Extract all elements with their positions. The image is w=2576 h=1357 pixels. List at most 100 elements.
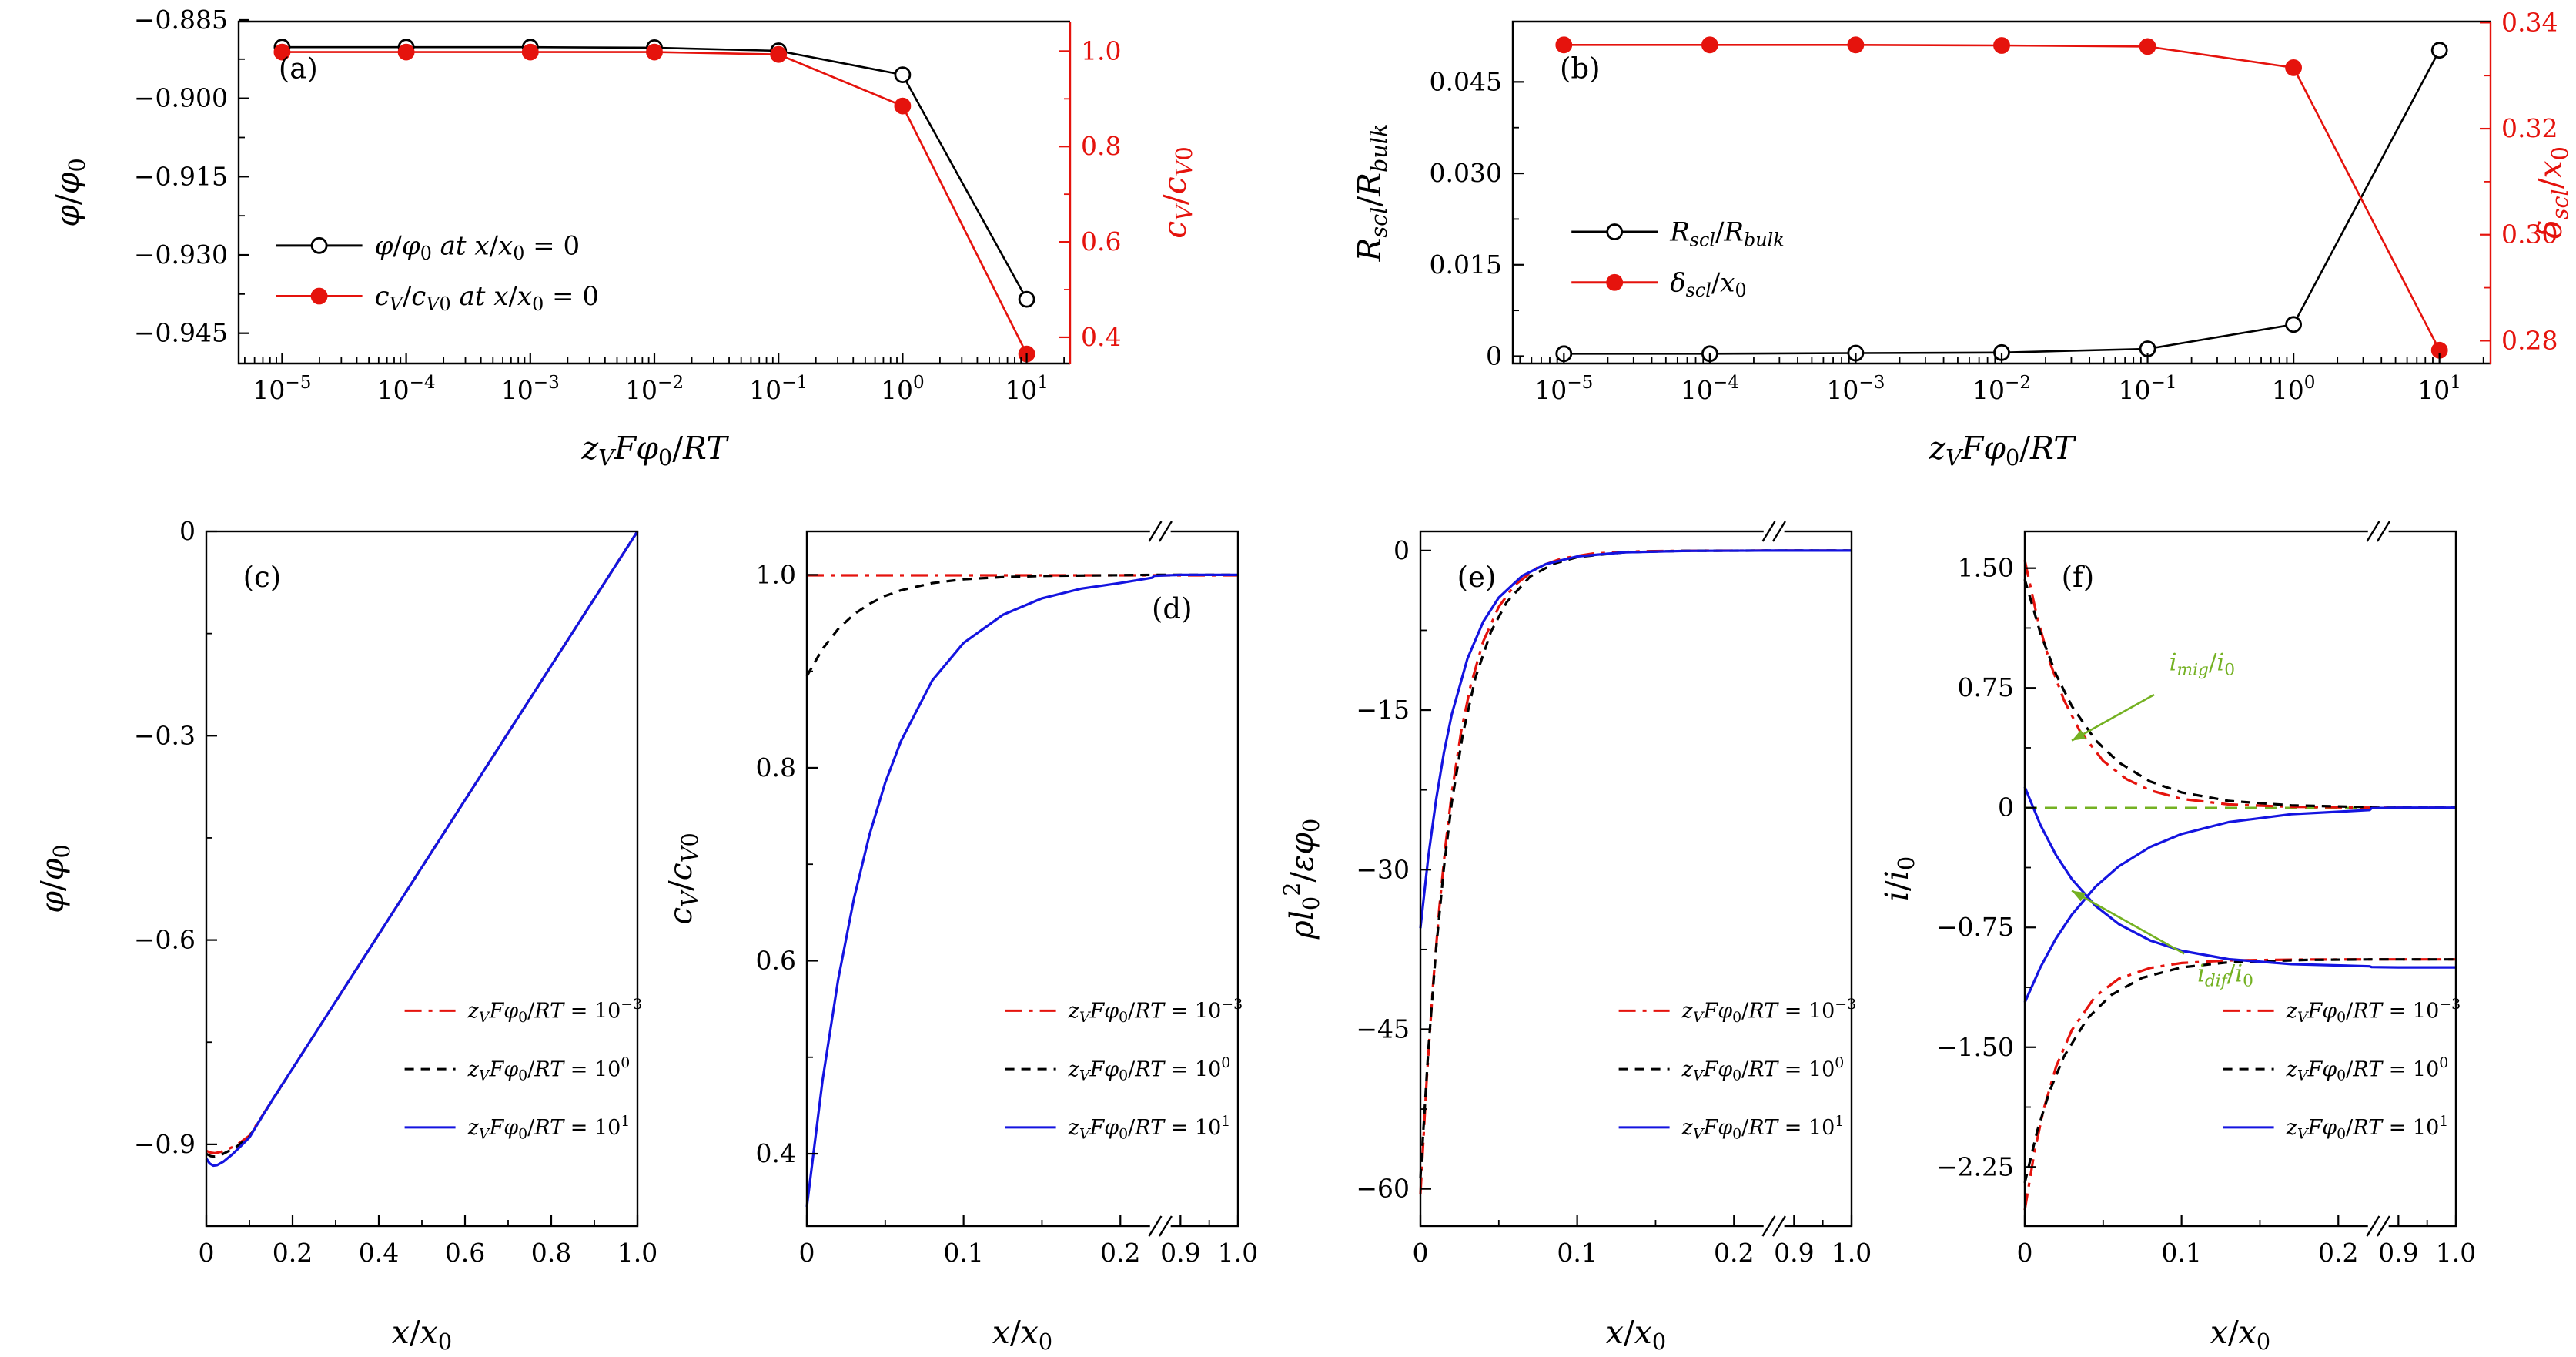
- y-tick-label: −45: [1356, 1014, 1410, 1044]
- y2-axis-label-b: δscl/x0: [2532, 146, 2573, 239]
- plot-box: [1419, 530, 1853, 1228]
- series-charge-density-1e-3: [1419, 549, 1852, 1194]
- y-tick-label: 0: [179, 516, 196, 546]
- legend-label: δscl/x0: [1670, 267, 1746, 301]
- data-marker-delta-scl-over-x0: [1847, 36, 1865, 54]
- x-tick-label: 0: [199, 1238, 215, 1268]
- legend-label: zVFφ0/RT = 100: [2286, 1054, 2449, 1084]
- plot-box: [805, 530, 1239, 1228]
- x-tick-label: 0.2: [273, 1238, 313, 1268]
- series-i-mig-1e0: [2023, 578, 2456, 809]
- legend-label: zVFφ0/RT = 10−3: [1068, 996, 1243, 1026]
- x-tick-label: 10−1: [2119, 373, 2177, 405]
- x-tick-label: 0: [2017, 1238, 2033, 1268]
- y2-tick-label: 0.8: [1081, 131, 1121, 161]
- axis-break-mark: [1761, 1215, 1776, 1237]
- legend-label: zVFφ0/RT = 10−3: [2286, 996, 2461, 1026]
- x-tick-label: 10−5: [1534, 373, 1593, 405]
- y-axis-label-e: ρl02/εφ0: [1279, 819, 1324, 940]
- y2-tick-label: 0.28: [2501, 325, 2558, 355]
- data-marker-cv-at-interface: [894, 97, 912, 115]
- x-axis-label-b: zVFφ0/RT: [1928, 430, 2076, 471]
- panel-e: 0 0.1 0.2 0.9 1.0 0 −15 −30 −45 −60 x/x0 ρl02/εφ0 (e…: [1279, 521, 1872, 1355]
- x-tick-label: 0.1: [943, 1238, 983, 1268]
- legend-sample-marker: [310, 236, 328, 254]
- i-dif-annotation-label: idif/i0: [2197, 960, 2253, 990]
- plot-box: [2023, 530, 2457, 1228]
- axis-break-mark: [1158, 521, 1173, 542]
- y-tick-label: 0.8: [756, 752, 796, 782]
- axis-break-mark: [2376, 1215, 2390, 1237]
- y-tick-label: 1.50: [1958, 553, 2014, 583]
- legend-label: zVFφ0/RT = 101: [1681, 1113, 1845, 1143]
- y-axis-label-f: i/i0: [1878, 856, 1919, 901]
- y-tick-label: −2.25: [1936, 1151, 2014, 1181]
- data-marker-delta-scl-over-x0: [1555, 36, 1573, 54]
- series-i-dif-1e-3: [2023, 958, 2456, 1211]
- panel-tag-c: (c): [243, 561, 282, 594]
- y-tick-label: −0.930: [134, 240, 228, 270]
- x-tick-label: 0.2: [1100, 1238, 1140, 1268]
- x-axis-label-f: x/x0: [2210, 1314, 2270, 1355]
- axis-break-mark: [2376, 521, 2390, 542]
- y-tick-label: −0.6: [134, 925, 196, 955]
- x-tick-label: 0.1: [2161, 1238, 2201, 1268]
- data-marker-delta-scl-over-x0: [1701, 36, 1718, 54]
- annotation-arrow: [2071, 693, 2155, 742]
- panel-tag-a: (a): [279, 52, 318, 85]
- y-tick-label: −0.3: [134, 720, 196, 750]
- y-tick-label: 1.0: [756, 559, 796, 589]
- legend-label: cV/cV0 at x/x0 = 0: [375, 281, 599, 315]
- x-tick-label: 1.0: [2436, 1238, 2476, 1268]
- y-axis-label-c: φ/φ0: [34, 844, 75, 913]
- x-axis-label-c: x/x0: [392, 1314, 452, 1355]
- legend-sample-marker: [310, 287, 328, 305]
- legend-label: zVFφ0/RT = 101: [467, 1113, 631, 1143]
- axis-break-mark: [2366, 521, 2380, 542]
- axis-break-mark: [1148, 521, 1163, 542]
- x-tick-label: 10−5: [253, 373, 311, 405]
- series-phi-at-interface: [282, 45, 1028, 300]
- axis-break-gap: [1763, 1222, 1785, 1230]
- legend-label: zVFφ0/RT = 100: [467, 1054, 631, 1084]
- panel-d: 0 0.1 0.2 0.9 1.0 0.4 0.6 0.8 1.0 x/x0 cV/cV0 (d) zV…: [662, 521, 1258, 1355]
- series-charge-density-1e0: [1419, 549, 1852, 1178]
- y-tick-label: −60: [1356, 1174, 1410, 1204]
- y-tick-label: −0.75: [1936, 912, 2014, 942]
- series-cv-profile-1e1: [805, 573, 1238, 1208]
- series-charge-density-1e1: [1419, 549, 1852, 929]
- annotation-arrow: [2071, 890, 2185, 955]
- x-tick-label: 1.0: [1832, 1238, 1872, 1268]
- x-tick-label: 0: [799, 1238, 815, 1268]
- axis-break-mark: [2366, 1215, 2380, 1237]
- y2-axis-label-a: cV/cV0: [1156, 146, 1197, 238]
- x-tick-label: 10−4: [1681, 373, 1739, 405]
- x-tick-label: 10−4: [377, 373, 436, 405]
- y-tick-label: 0.4: [756, 1138, 796, 1168]
- axis-break-mark: [1771, 1215, 1786, 1237]
- y-axis-label-b: Rscl/Rbulk: [1351, 124, 1392, 263]
- axis-break-gap: [1149, 528, 1171, 535]
- data-marker-delta-scl-over-x0: [1993, 37, 2010, 54]
- legend-sample-marker: [1606, 223, 1624, 240]
- legend-label: zVFφ0/RT = 10−3: [467, 996, 643, 1026]
- y-axis-label-d: cV/cV0: [662, 833, 703, 924]
- x-tick-label: 101: [2417, 373, 2461, 405]
- data-marker-cv-at-interface: [397, 43, 415, 61]
- x-tick-label: 0.9: [1160, 1238, 1200, 1268]
- series-i-mig-1e1: [2023, 806, 2456, 1004]
- panel-c: 0 0.2 0.4 0.6 0.8 1.0 0 −0.3 −0.6 −0.9 x/x0 φ/φ0 (c)…: [34, 516, 657, 1355]
- legend-label: Rscl/Rbulk: [1669, 217, 1784, 251]
- y2-tick-label: 0.34: [2501, 7, 2558, 37]
- data-marker-delta-scl-over-x0: [2285, 59, 2303, 76]
- series-phi-profile-1e1: [205, 531, 639, 1168]
- y-tick-label: 0.6: [756, 945, 796, 975]
- axis-break-gap: [2367, 528, 2389, 535]
- y-tick-label: 0: [1998, 792, 2014, 823]
- data-marker-cv-at-interface: [273, 43, 291, 61]
- x-axis-label-d: x/x0: [992, 1314, 1052, 1355]
- y-tick-label: 0: [1393, 535, 1410, 565]
- y-tick-label: −0.945: [134, 318, 228, 348]
- x-tick-label: 0.9: [1774, 1238, 1814, 1268]
